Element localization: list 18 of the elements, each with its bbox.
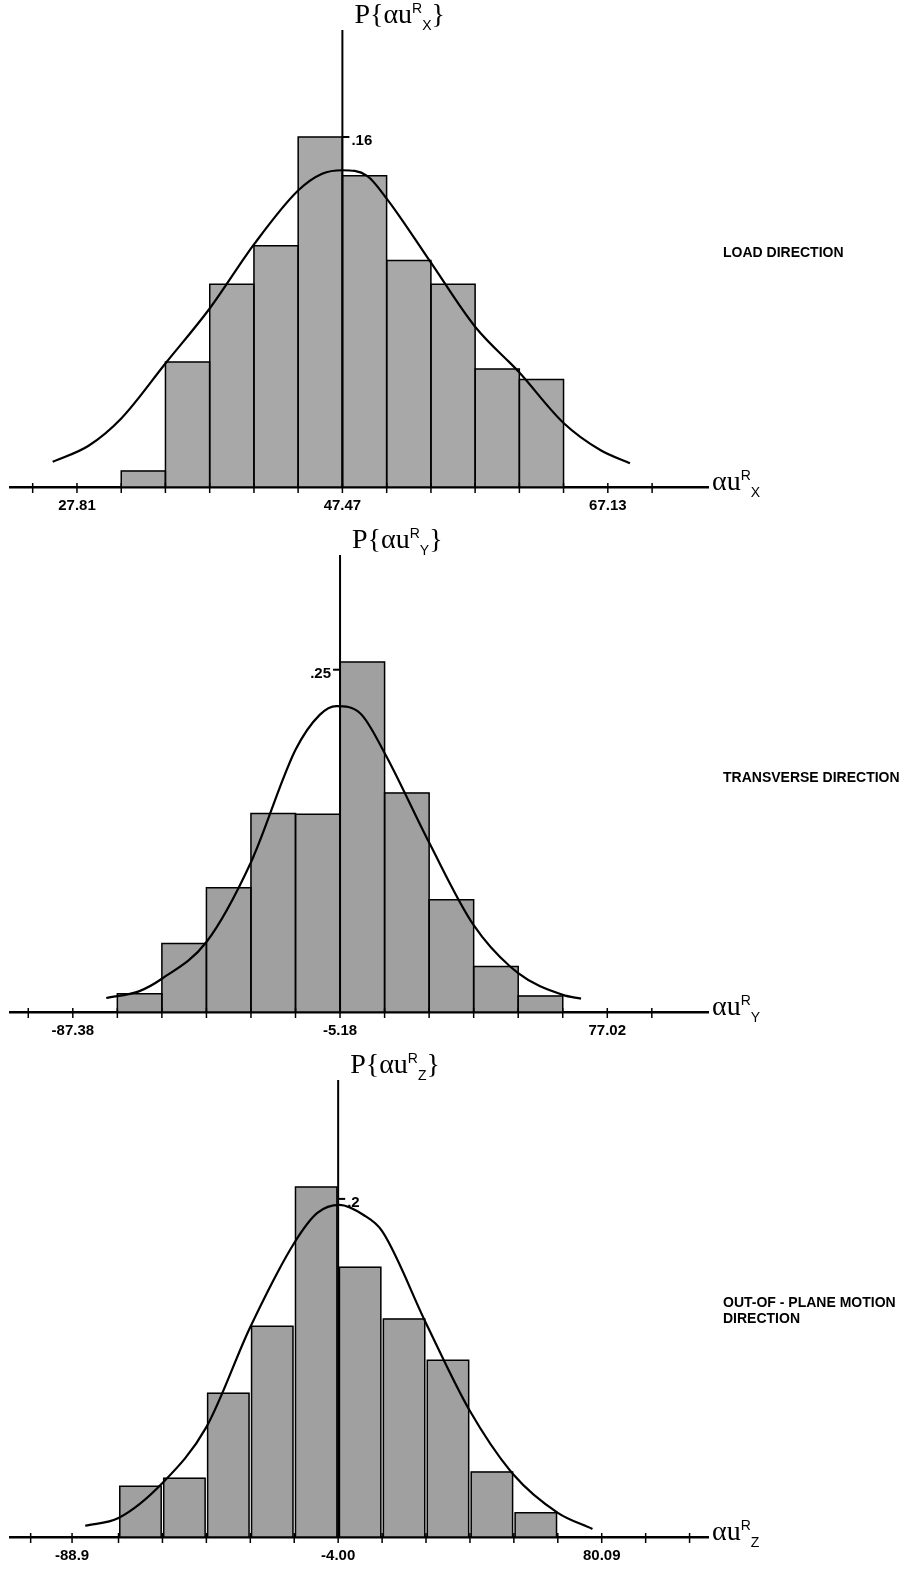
x-tick-label: -87.38 — [51, 1021, 95, 1039]
x-tick-label: -5.18 — [322, 1021, 358, 1039]
annotation: .2 — [347, 1193, 360, 1211]
x-tick-label: -4.00 — [321, 1546, 356, 1564]
y-axis-title: P{αu$^{R}$$_{X}$} — [354, 0, 445, 33]
annotation: .25 — [310, 663, 332, 681]
text: TRANSVERSE DIRECTION — [723, 768, 901, 786]
y-axis-title: P{αu$^{R}$$_{Y}$} — [352, 523, 443, 558]
annotation: .16 — [351, 131, 373, 149]
x-tick-label: -88.9 — [54, 1546, 90, 1564]
text: OUT-OF - PLANE MOTION DIRECTION — [723, 1293, 897, 1328]
x-tick-label: 77.02 — [588, 1021, 627, 1039]
x-tick-label: 67.13 — [589, 496, 627, 514]
x-tick-label: 47.47 — [323, 496, 362, 514]
y-axis-title: P{αu$^{R}$$_{Z}$} — [350, 1048, 440, 1083]
x-tick-label: 80.09 — [582, 1546, 621, 1564]
x-tick-label: 27.81 — [58, 496, 96, 514]
text: LOAD DIRECTION — [723, 243, 845, 261]
